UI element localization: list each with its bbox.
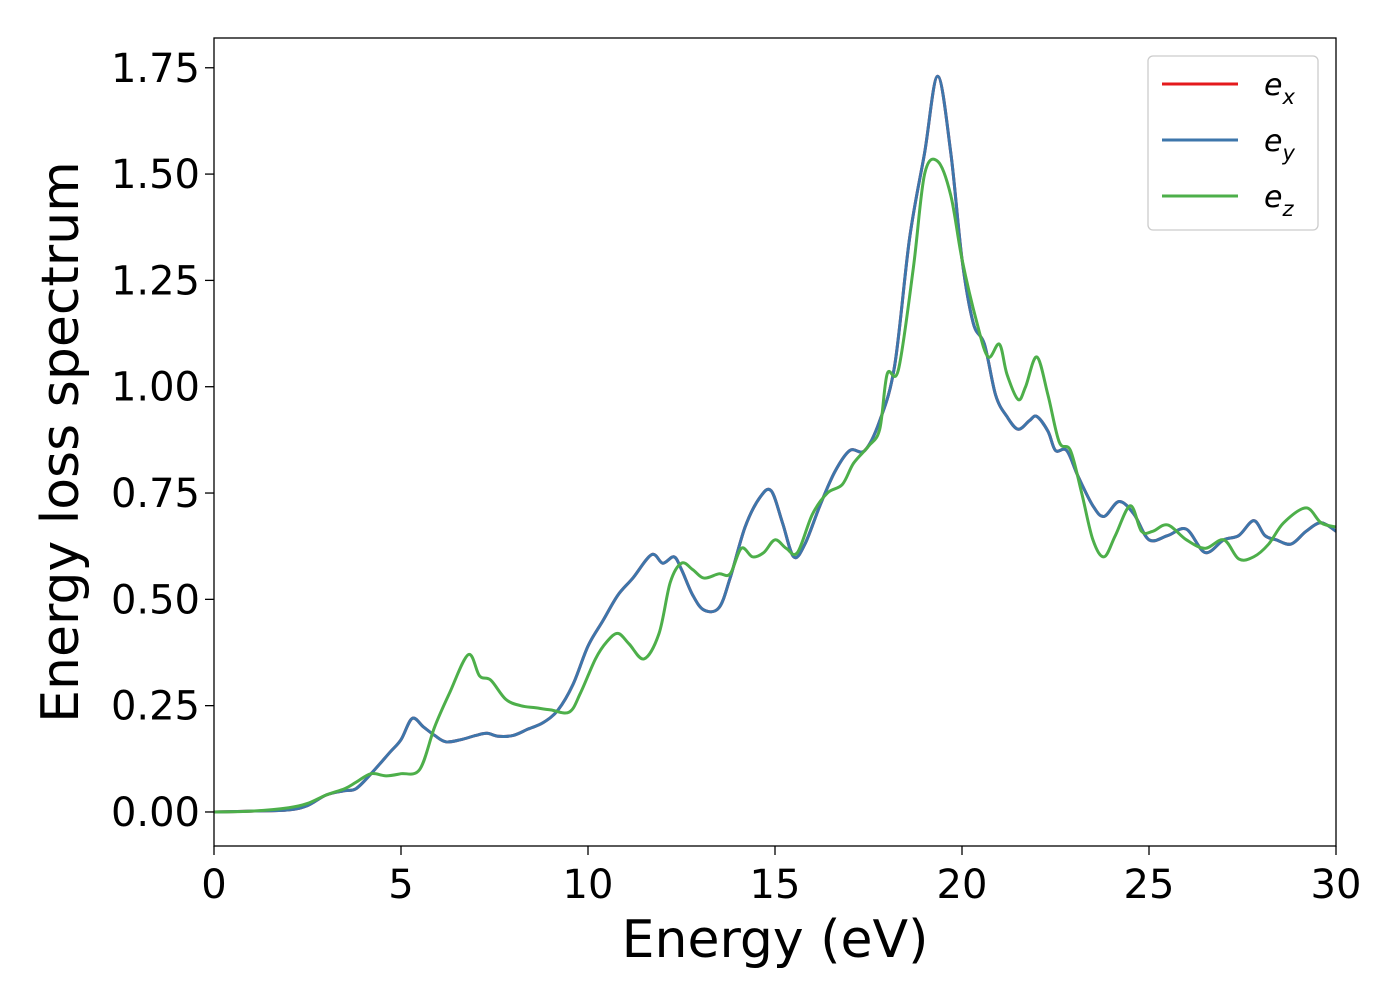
legend-box (1147, 55, 1319, 231)
x-axis-label: Energy (eV) (622, 910, 929, 970)
series-layer (214, 74, 1336, 814)
x-tick-label: 5 (388, 862, 413, 908)
y-axis-ticks: 0.00 0.25 0.50 0.75 1.00 1.25 1.50 1.75 (111, 46, 214, 836)
y-tick-label: 0.00 (111, 790, 200, 836)
y-tick-label: 0.25 (111, 684, 200, 730)
y-tick-label: 1.50 (111, 152, 200, 198)
y-tick-label: 0.50 (111, 577, 200, 623)
x-tick-label: 25 (1124, 862, 1175, 908)
x-tick-label: 10 (563, 862, 614, 908)
x-axis-ticks: 0 5 10 15 20 25 30 (201, 846, 1361, 908)
x-tick-label: 0 (201, 862, 226, 908)
y-tick-label: 1.25 (111, 258, 200, 304)
y-tick-label: 0.75 (111, 471, 200, 517)
x-tick-label: 30 (1311, 862, 1362, 908)
x-tick-label: 15 (750, 862, 801, 908)
y-tick-label: 1.00 (111, 365, 200, 411)
series-line-ez (214, 157, 1336, 814)
x-tick-label: 20 (937, 862, 988, 908)
y-tick-label: 1.75 (111, 46, 200, 92)
legend-item-ex: ex (1162, 68, 1295, 109)
y-axis-label: Energy loss spectrum (31, 161, 91, 723)
